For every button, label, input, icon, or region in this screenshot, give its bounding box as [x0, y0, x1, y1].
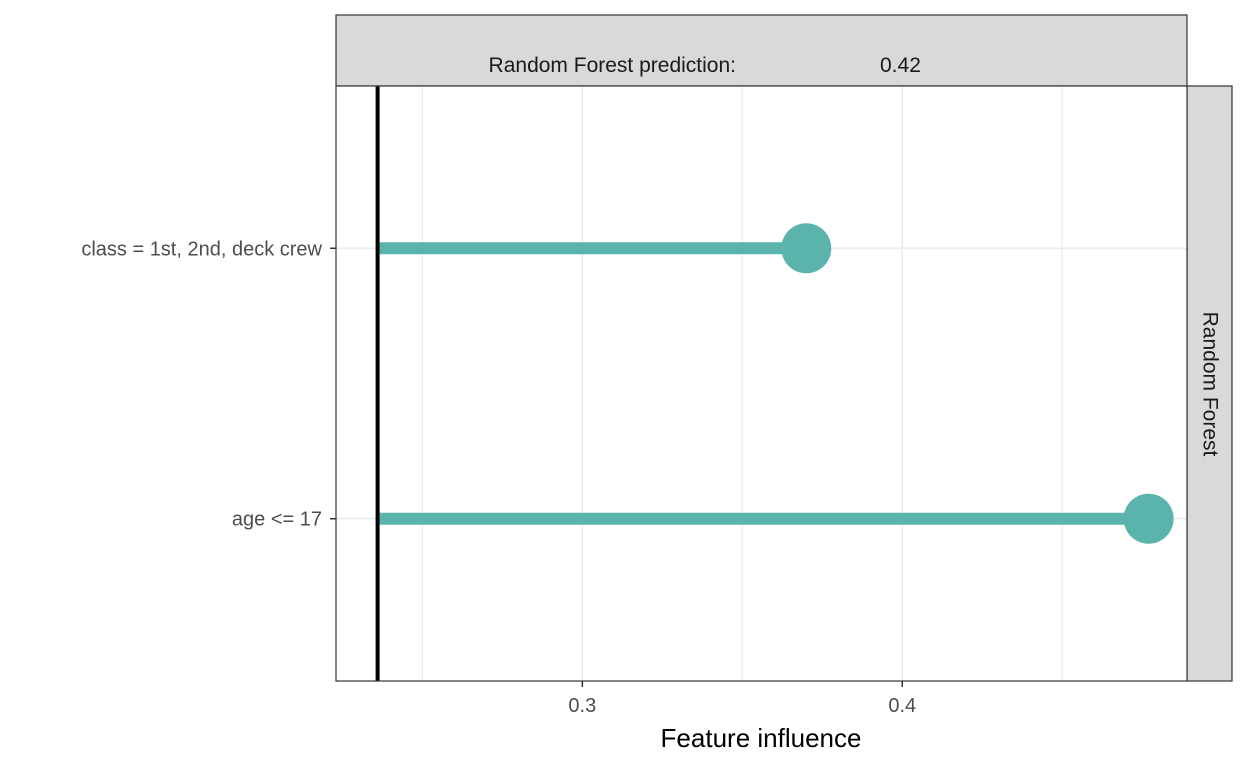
x-axis-title: Feature influence [661, 723, 862, 753]
plot-panel [336, 86, 1187, 681]
x-tick-label: 0.4 [888, 695, 916, 717]
point-1 [1123, 493, 1174, 544]
panel-border [335, 85, 1188, 682]
top-strip-label: Random Forest prediction: [489, 54, 736, 77]
top-strip-value: 0.42 [880, 54, 921, 77]
y-axis: class = 1st, 2nd, deck crew age <= 17 [81, 238, 336, 531]
right-strip [1186, 85, 1233, 682]
y-tick-label: class = 1st, 2nd, deck crew [81, 238, 322, 260]
y-tick-label: age <= 17 [232, 509, 322, 531]
right-strip-label: Random Forest [1198, 312, 1221, 457]
top-strip [335, 14, 1188, 87]
x-tick-label: 0.3 [568, 695, 596, 717]
point-0 [781, 223, 832, 274]
x-axis: 0.3 0.4 [568, 681, 916, 717]
bars-layer [377, 242, 1149, 525]
points-layer [781, 223, 1174, 544]
